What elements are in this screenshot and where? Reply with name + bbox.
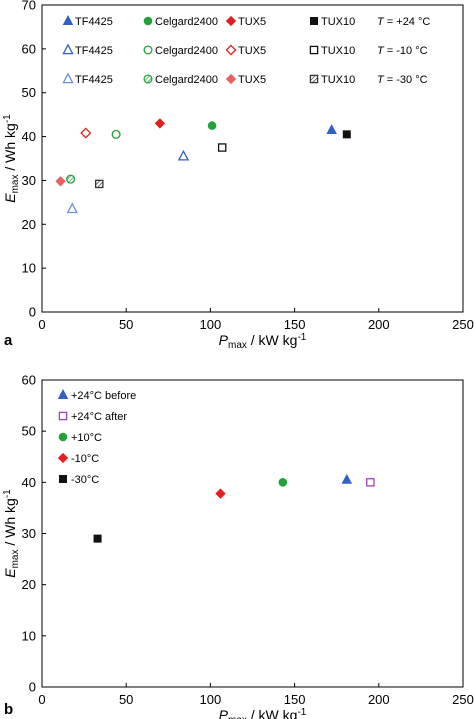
y-tick-label: 50 [22,85,36,100]
panel-b: 0 50 100 150 200 250 0 10 20 30 40 50 60 Pmax / kW kg… [2,373,474,719]
legend-marker [59,474,68,483]
legend-label: TUX10 [321,16,355,28]
data-point [66,174,76,184]
legend-label: Celgard2400 [155,74,218,86]
data-point [341,473,353,484]
legend-label: Celgard2400 [155,45,218,57]
y-tick-label: 30 [22,526,36,541]
x-tick-label: 250 [452,317,474,332]
legend-marker [309,45,319,55]
legend-marker [309,16,318,25]
y-tick-label: 40 [22,129,36,144]
x-axis-title: Pmax / kW kg-1 [219,332,307,351]
data-point [66,202,78,214]
data-point [55,176,66,187]
legend-label: TF4425 [75,16,113,28]
y-tick-label: 0 [29,680,36,695]
data-point [326,124,337,134]
data-point [93,534,102,543]
legend-marker [225,15,237,27]
legend-label: +24°C after [71,411,127,423]
y-tick-label: 30 [22,173,36,188]
x-tick-label: 150 [284,317,306,332]
legend-temperature: T = -30 °C [377,74,428,86]
legend-label: TUX5 [238,45,266,57]
data-point [95,179,104,189]
legend-label: +24°C before [71,390,136,402]
y-axis-title: Emax / Wh kg-1 [2,489,21,578]
plot-frame [41,4,464,313]
legend-a: TF4425 Celgard2400 TUX5 TUX10 T = +24 °C TF44… [62,15,430,86]
legend-label: -10°C [71,453,99,465]
y-tick-label: 20 [22,577,36,592]
y-tick-label: 60 [22,373,36,388]
legend-label: +10°C [71,432,102,444]
y-tick-label: 40 [22,475,36,490]
legend-marker [309,74,319,84]
legend-label: TUX5 [238,74,266,86]
legend-marker [62,15,74,26]
legend-marker [57,389,69,400]
legend-temperature: T = -10 °C [377,45,428,57]
legend-temperature: T = +24 °C [377,16,430,28]
legend-marker [225,73,237,85]
x-axis-title: Pmax / kW kg-1 [219,707,307,719]
x-tick-label: 100 [200,692,222,707]
legend-marker [62,43,74,55]
panel-letter: b [4,701,13,718]
legend-label: TF4425 [75,74,113,86]
legend-label: -30°C [71,474,99,486]
legend-marker [57,452,69,464]
y-tick-label: 0 [29,305,36,320]
x-tick-label: 250 [452,692,474,707]
data-point [154,118,166,129]
x-tick-label: 0 [38,317,45,332]
data-point [366,478,375,487]
x-tick-label: 200 [368,692,390,707]
x-tick-label: 200 [368,317,390,332]
legend-marker [225,44,237,56]
x-tick-label: 100 [200,317,222,332]
data-point [207,121,217,130]
legend-marker [58,432,68,442]
legend-marker [143,74,153,84]
plot-frame [41,379,464,688]
x-tick-label: 50 [119,692,133,707]
legend-b: +24°C before +24°C after +10°C -10°C -30°C [57,389,136,486]
y-tick-label: 50 [22,424,36,439]
panel-a: 0 50 100 150 200 250 0 10 20 30 40 50 60 70 Pmax / kW … [2,0,474,351]
legend-marker [62,72,74,84]
data-point [111,129,121,139]
y-tick-label: 10 [22,261,36,276]
legend-marker [143,45,153,55]
y-axis-title: Emax / Wh kg-1 [2,114,21,203]
legend-label: TUX10 [321,45,355,57]
y-tick-label: 20 [22,217,36,232]
x-tick-label: 50 [119,317,133,332]
data-point [342,130,351,139]
legend-label: Celgard2400 [155,16,218,28]
panel-letter: a [4,332,13,349]
legend-marker [143,16,153,26]
y-tick-label: 10 [22,628,36,643]
x-tick-label: 0 [38,692,45,707]
legend-marker [58,411,68,421]
legend-label: TUX5 [238,16,266,28]
y-tick-label: 60 [22,41,36,56]
legend-label: TF4425 [75,45,113,57]
legend-label: TUX10 [321,74,355,86]
data-point [177,149,190,161]
data-point [80,127,92,139]
data-point [215,488,226,499]
x-tick-label: 150 [284,692,306,707]
y-tick-label: 70 [22,0,36,13]
data-point [278,478,288,487]
data-point [217,143,227,152]
